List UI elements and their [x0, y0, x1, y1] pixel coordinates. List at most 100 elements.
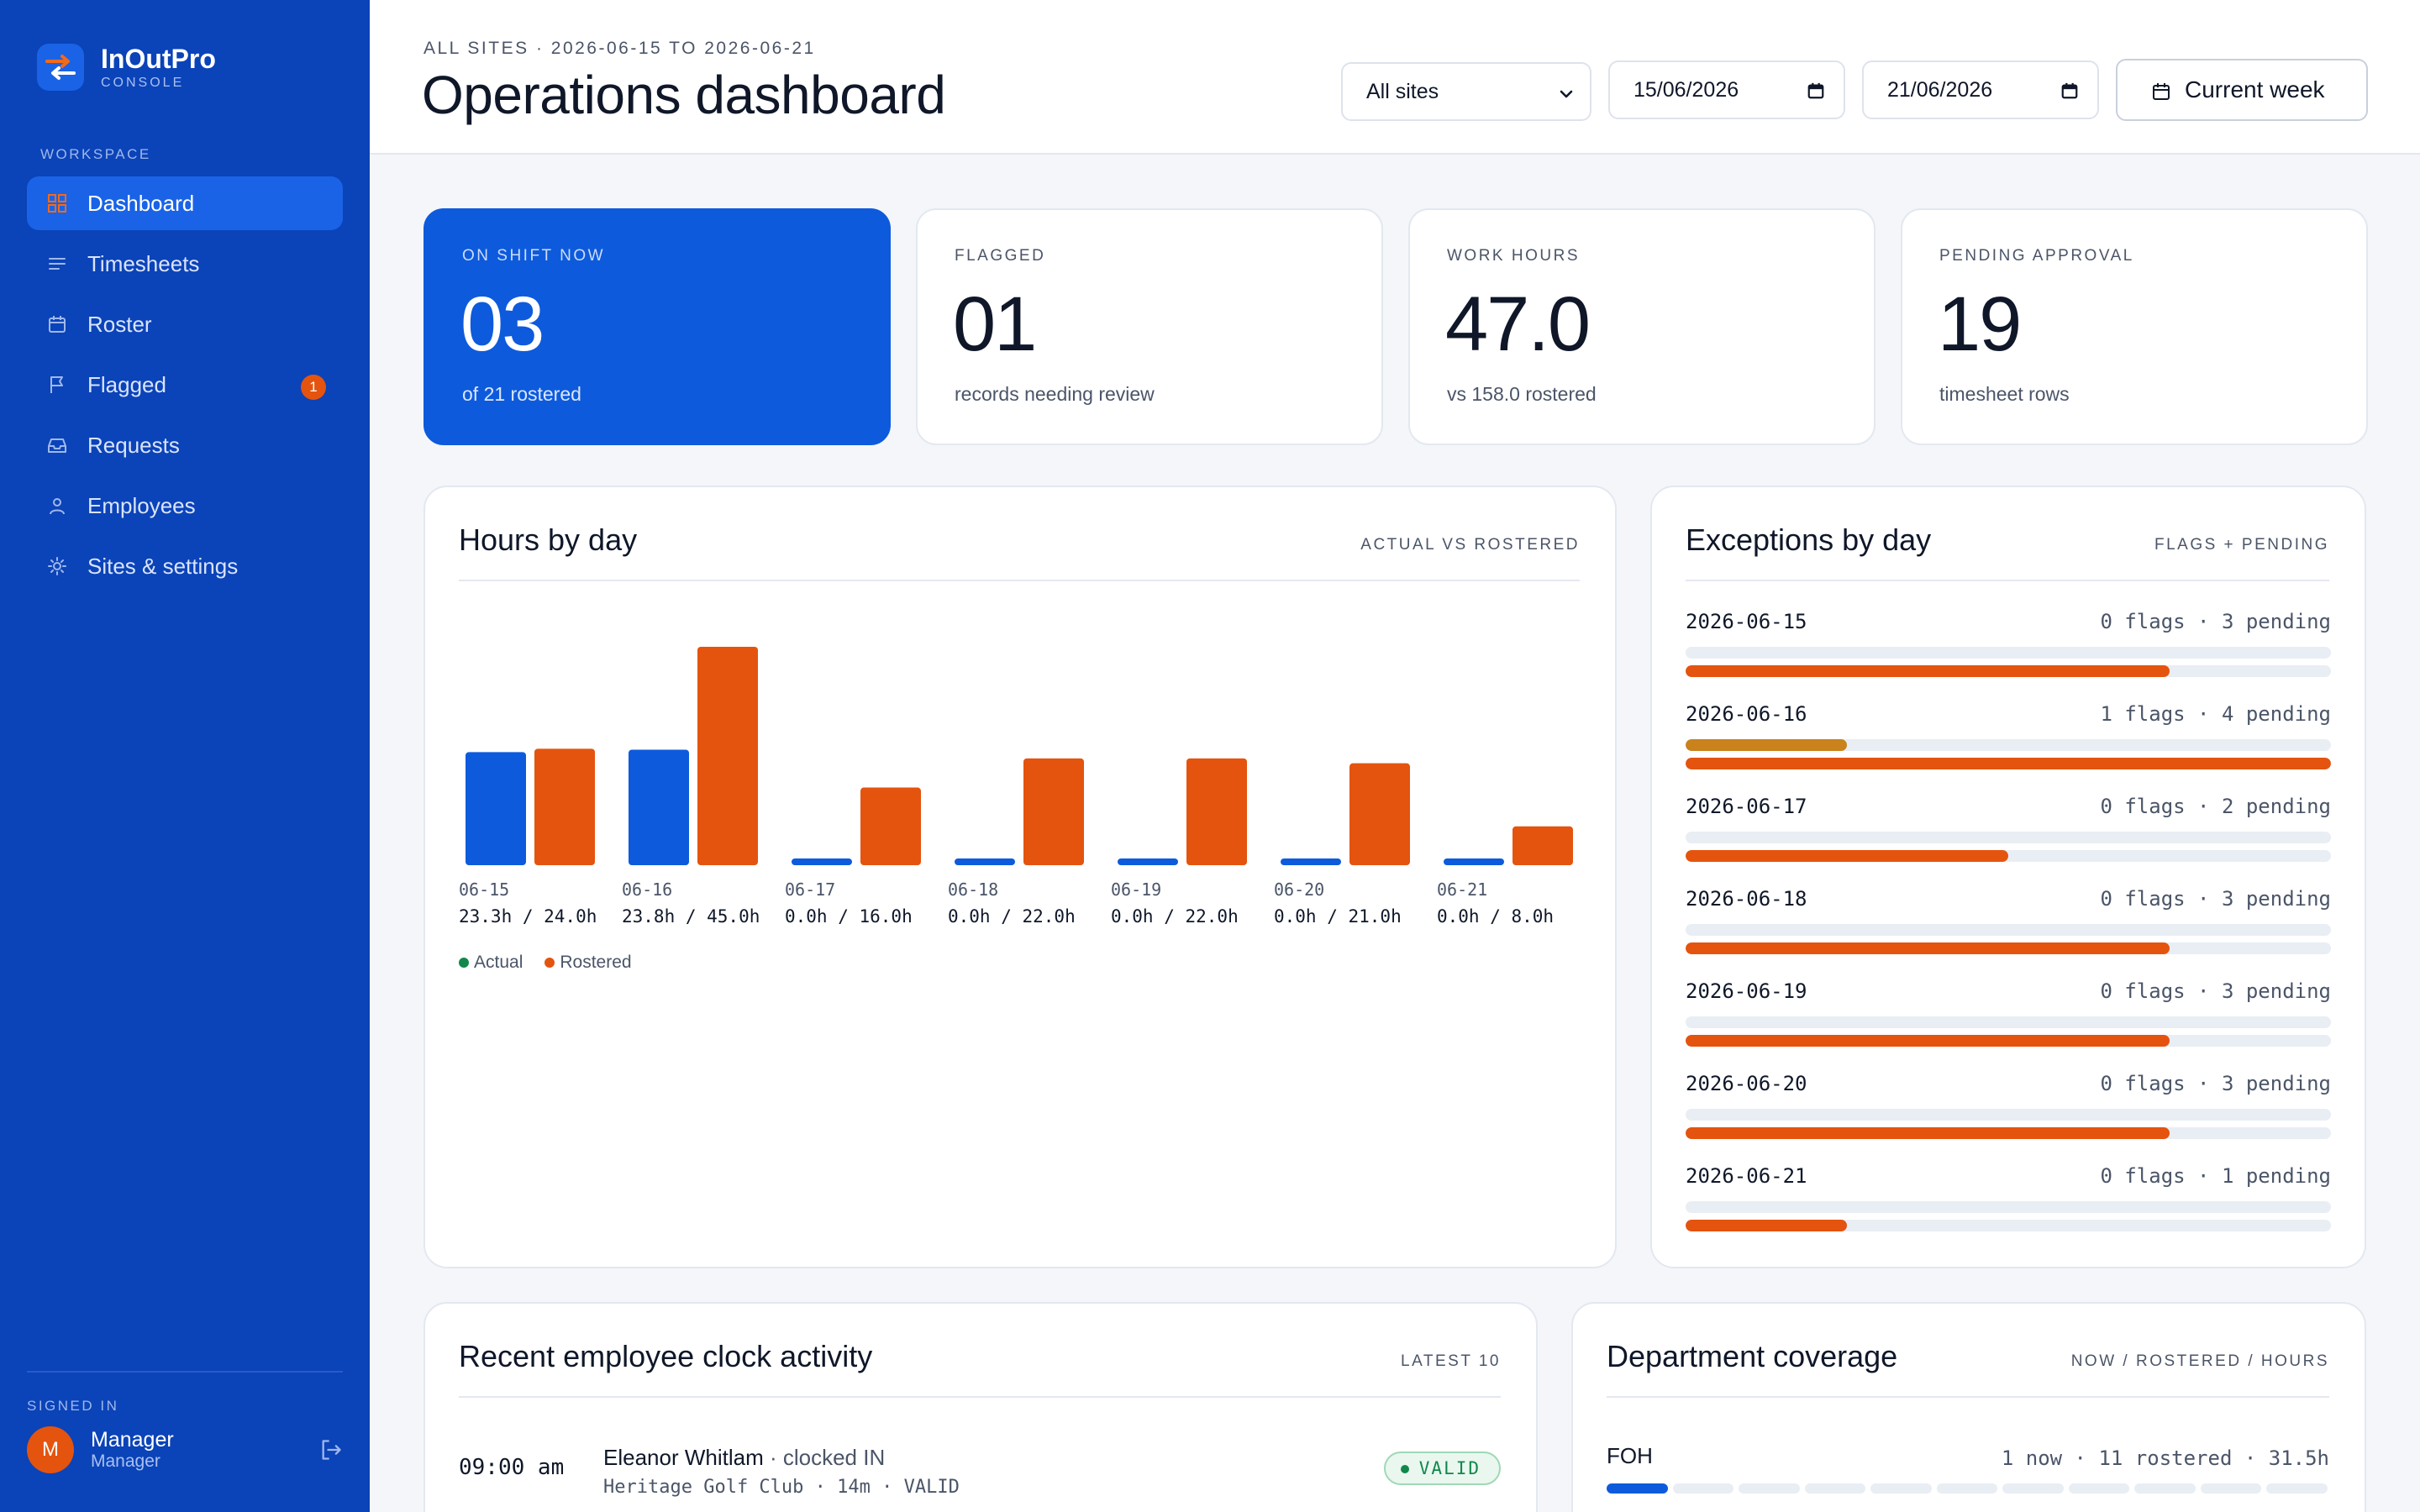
- exception-meta: 0 flags · 3 pending: [2100, 887, 2331, 911]
- data-label: 0.0h / 16.0h: [785, 906, 913, 927]
- lines-icon: [45, 252, 69, 276]
- flags-bar-track: [1686, 739, 2331, 751]
- panel-tag: ACTUAL VS ROSTERED: [1360, 536, 1580, 554]
- app-subtitle: CONSOLE: [101, 76, 185, 90]
- status-dot: [1400, 1465, 1409, 1473]
- current-week-button[interactable]: Current week: [2116, 59, 2368, 121]
- data-label: 23.3h / 24.0h: [459, 906, 597, 927]
- sidebar-item-label: Dashboard: [87, 190, 195, 216]
- date-to-input[interactable]: 21/06/2026: [1862, 60, 2099, 119]
- coverage-segment: [2200, 1483, 2262, 1494]
- sidebar-item-sites-settings[interactable]: Sites & settings: [27, 539, 343, 593]
- bar-rostered-06-16[interactable]: [697, 647, 758, 865]
- exception-meta: 0 flags · 3 pending: [2100, 610, 2331, 633]
- bar-actual-06-21[interactable]: [1444, 858, 1504, 865]
- avatar[interactable]: M: [27, 1426, 74, 1473]
- coverage-segment: [1870, 1483, 1932, 1494]
- pending-bar-fill: [1686, 1127, 2170, 1139]
- stat-card-pending-approval[interactable]: PENDING APPROVAL 19 timesheet rows: [1901, 208, 2368, 445]
- calendar-icon[interactable]: [2060, 81, 2079, 106]
- calendar-icon: [45, 312, 69, 336]
- tick-label: 06-15: [459, 879, 509, 900]
- data-label: 0.0h / 8.0h: [1437, 906, 1554, 927]
- activity-employee: Eleanor Whitlam · clocked IN: [603, 1445, 885, 1471]
- employee-name[interactable]: Eleanor Whitlam: [603, 1445, 764, 1470]
- pending-bar-fill: [1686, 1220, 1847, 1231]
- data-label: 0.0h / 22.0h: [948, 906, 1076, 927]
- bar-actual-06-15[interactable]: [466, 752, 526, 865]
- status-badge: VALID: [1383, 1452, 1501, 1485]
- sidebar-item-label: Flagged: [87, 371, 166, 397]
- exception-date: 2026-06-16: [1686, 702, 1807, 726]
- sidebar-item-label: Employees: [87, 492, 196, 518]
- panel-title: Hours by day: [459, 522, 638, 557]
- bar-actual-06-20[interactable]: [1281, 858, 1341, 865]
- stat-value: 01: [953, 281, 1037, 367]
- panel-divider: [459, 580, 1580, 581]
- sidebar-item-requests[interactable]: Requests: [27, 418, 343, 472]
- bar-rostered-06-15[interactable]: [534, 748, 595, 865]
- bar-actual-06-18[interactable]: [955, 858, 1015, 865]
- list-item[interactable]: 2026-06-17 0 flags · 2 pending: [1686, 795, 2331, 862]
- stat-card-on-shift[interactable]: ON SHIFT NOW 03 of 21 rostered: [424, 208, 891, 445]
- bar-actual-06-17[interactable]: [792, 858, 852, 865]
- department-name: FOH: [1607, 1443, 1653, 1468]
- bar-rostered-06-21[interactable]: [1512, 826, 1573, 865]
- inbox-icon: [45, 433, 69, 457]
- exception-meta: 0 flags · 1 pending: [2100, 1164, 2331, 1188]
- tick-label: 06-19: [1111, 879, 1161, 900]
- stat-label: PENDING APPROVAL: [1939, 247, 2134, 265]
- stat-label: ON SHIFT NOW: [462, 247, 606, 265]
- sidebar-item-dashboard[interactable]: Dashboard: [27, 176, 343, 230]
- bar-actual-06-19[interactable]: [1118, 858, 1178, 865]
- sidebar-item-label: Sites & settings: [87, 553, 239, 579]
- panel-divider: [459, 1396, 1501, 1398]
- sidebar-item-roster[interactable]: Roster: [27, 297, 343, 351]
- bar-rostered-06-19[interactable]: [1186, 758, 1247, 865]
- flags-bar-track: [1686, 1016, 2331, 1028]
- calendar-icon[interactable]: [1807, 81, 1825, 106]
- panel-title: Exceptions by day: [1686, 522, 1932, 557]
- brand[interactable]: InOutPro CONSOLE: [37, 44, 216, 91]
- stat-sub: vs 158.0 rostered: [1447, 383, 1597, 405]
- list-item[interactable]: 2026-06-20 0 flags · 3 pending: [1686, 1072, 2331, 1139]
- sidebar-item-timesheets[interactable]: Timesheets: [27, 237, 343, 291]
- user-role: Manager: [91, 1452, 160, 1471]
- list-item[interactable]: 2026-06-16 1 flags · 4 pending: [1686, 702, 2331, 769]
- list-item[interactable]: 2026-06-19 0 flags · 3 pending: [1686, 979, 2331, 1047]
- recent-activity-panel: Recent employee clock activity LATEST 10…: [424, 1302, 1538, 1512]
- pending-bar-fill: [1686, 665, 2170, 677]
- sidebar-item-flagged[interactable]: Flagged 1: [27, 358, 343, 412]
- tick-label: 06-18: [948, 879, 998, 900]
- pending-bar-track: [1686, 665, 2331, 677]
- exception-date: 2026-06-19: [1686, 979, 1807, 1003]
- stat-card-flagged[interactable]: FLAGGED 01 records needing review: [916, 208, 1383, 445]
- coverage-segment: [1739, 1483, 1800, 1494]
- bar-actual-06-16[interactable]: [629, 749, 689, 865]
- sidebar-item-employees[interactable]: Employees: [27, 479, 343, 533]
- sidebar-item-label: Timesheets: [87, 250, 200, 276]
- list-item[interactable]: 2026-06-15 0 flags · 3 pending: [1686, 610, 2331, 677]
- stat-card-work-hours[interactable]: WORK HOURS 47.0 vs 158.0 rostered: [1408, 208, 1876, 445]
- department-meta: 1 now · 11 rostered · 31.5h: [2001, 1446, 2329, 1470]
- site-select[interactable]: All sites: [1341, 62, 1591, 121]
- bar-rostered-06-18[interactable]: [1023, 758, 1084, 865]
- coverage-bar: [1607, 1483, 2333, 1494]
- stat-sub: timesheet rows: [1939, 383, 2070, 405]
- list-item[interactable]: 2026-06-18 0 flags · 3 pending: [1686, 887, 2331, 954]
- list-item[interactable]: 2026-06-21 0 flags · 1 pending: [1686, 1164, 2331, 1231]
- bar-rostered-06-17[interactable]: [860, 787, 921, 865]
- flags-bar-fill: [1686, 739, 1847, 751]
- bar-rostered-06-20[interactable]: [1349, 763, 1410, 865]
- pending-bar-track: [1686, 1220, 2331, 1231]
- pending-bar-fill: [1686, 1035, 2170, 1047]
- sidebar-nav: Dashboard Timesheets Roster Flagged 1: [27, 176, 343, 600]
- panel-title: Department coverage: [1607, 1339, 1898, 1373]
- status-badge-label: VALID: [1418, 1458, 1481, 1478]
- coverage-segment: [2134, 1483, 2196, 1494]
- date-from-input[interactable]: 15/06/2026: [1608, 60, 1845, 119]
- logout-icon[interactable]: [319, 1438, 343, 1466]
- tick-label: 06-17: [785, 879, 835, 900]
- tick-label: 06-21: [1437, 879, 1487, 900]
- legend-item-rostered: Rostered: [544, 953, 632, 973]
